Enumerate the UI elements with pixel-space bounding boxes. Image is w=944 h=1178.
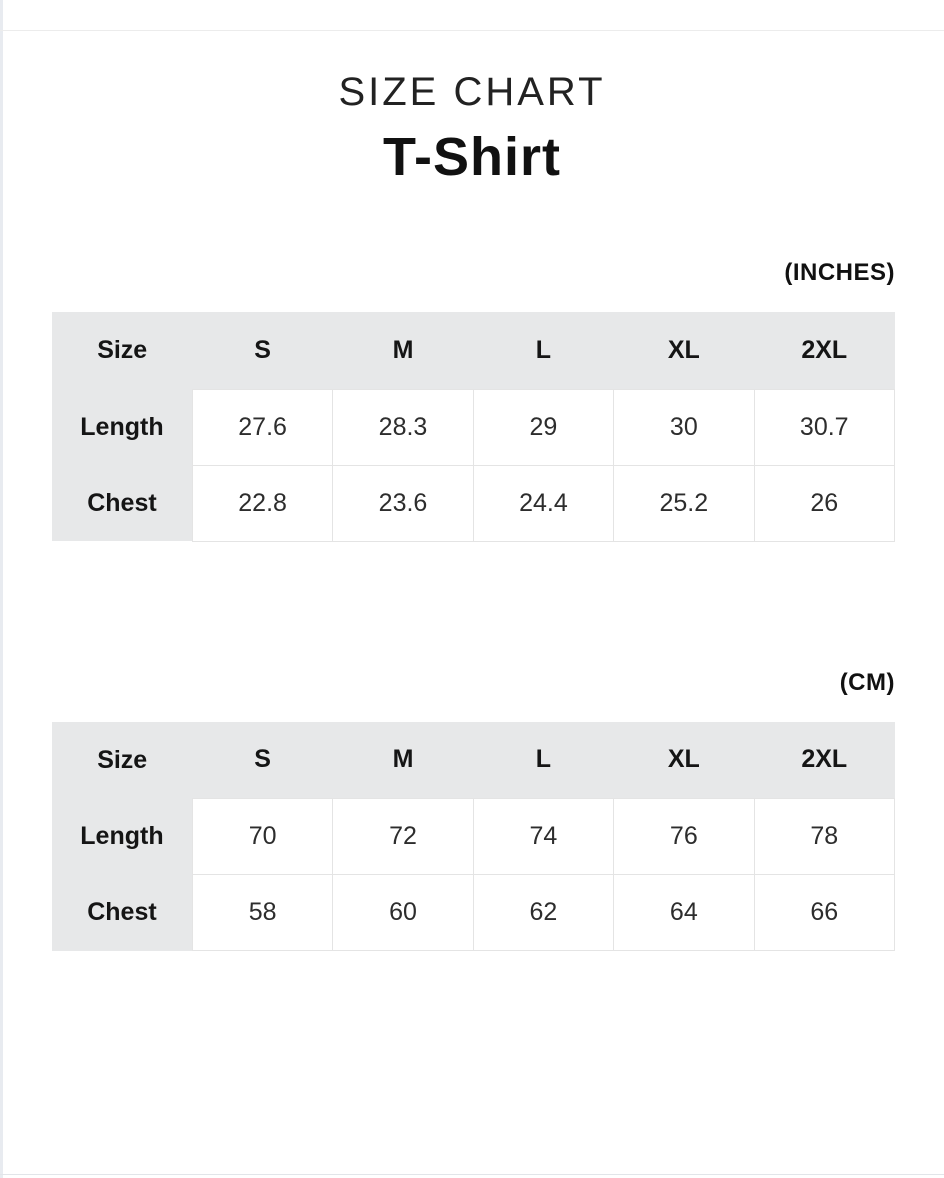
row-label-length: Length — [52, 389, 193, 465]
page-title: SIZE CHART — [338, 70, 606, 114]
column-header-m: M — [332, 721, 474, 799]
table-row-chest: Chest 58 60 62 64 66 — [52, 874, 896, 951]
size-value-cell: 25.2 — [613, 464, 755, 542]
size-table-inches: Size S M L XL 2XL Length 27.6 28.3 29 30… — [52, 312, 896, 542]
column-header-l: L — [473, 721, 614, 799]
row-label-chest: Chest — [52, 874, 193, 951]
size-value-cell: 58 — [191, 874, 334, 951]
column-header-2xl: 2XL — [754, 721, 895, 799]
column-header-m: M — [332, 312, 474, 389]
size-table-section-cm: (CM) Size S M L XL 2XL Length 70 72 74 — [52, 668, 896, 951]
size-value-cell: 66 — [753, 874, 896, 951]
column-header-xl: XL — [613, 312, 755, 389]
table-row-chest: Chest 22.8 23.6 24.4 25.2 26 — [52, 464, 896, 542]
size-value-cell: 23.6 — [332, 464, 474, 542]
header: SIZE CHART T-Shirt — [0, 0, 944, 186]
unit-label-cm: (CM) — [839, 668, 895, 696]
unit-label-inches: (INCHES) — [784, 259, 895, 286]
table-header-row: Size S M L XL 2XL — [52, 721, 895, 799]
product-name: T-Shirt — [383, 127, 561, 187]
size-value-cell: 29 — [472, 388, 615, 466]
size-value-cell: 27.6 — [191, 388, 334, 466]
size-value-cell: 62 — [472, 874, 615, 951]
size-value-cell: 26 — [753, 464, 896, 542]
column-header-size: Size — [52, 312, 193, 389]
bottom-divider — [0, 1174, 944, 1175]
column-header-size: Size — [52, 721, 193, 799]
size-value-cell: 72 — [332, 798, 474, 875]
size-value-cell: 28.3 — [332, 388, 474, 466]
size-value-cell: 64 — [613, 874, 755, 951]
row-label-length: Length — [52, 798, 193, 875]
size-value-cell: 76 — [613, 798, 755, 875]
column-header-2xl: 2XL — [754, 312, 895, 389]
size-value-cell: 74 — [472, 798, 615, 875]
size-value-cell: 60 — [332, 874, 474, 951]
size-value-cell: 22.8 — [191, 464, 334, 542]
column-header-xl: XL — [613, 721, 755, 799]
size-value-cell: 24.4 — [472, 464, 615, 542]
top-divider — [0, 30, 944, 31]
row-label-chest: Chest — [52, 465, 193, 541]
size-table-cm: Size S M L XL 2XL Length 70 72 74 76 78 — [52, 721, 896, 951]
column-header-l: L — [473, 312, 614, 389]
size-value-cell: 78 — [753, 798, 896, 875]
left-edge-strip — [0, 0, 3, 1178]
column-header-s: S — [192, 721, 333, 799]
table-header-row: Size S M L XL 2XL — [52, 312, 895, 389]
size-table-section-inches: (INCHES) Size S M L XL 2XL Length 27.6 2… — [52, 258, 896, 542]
table-row-length: Length 70 72 74 76 78 — [52, 798, 896, 875]
column-header-s: S — [192, 312, 333, 389]
table-row-length: Length 27.6 28.3 29 30 30.7 — [52, 388, 896, 466]
size-value-cell: 30 — [613, 388, 755, 466]
size-value-cell: 30.7 — [753, 388, 896, 466]
size-value-cell: 70 — [191, 798, 334, 875]
